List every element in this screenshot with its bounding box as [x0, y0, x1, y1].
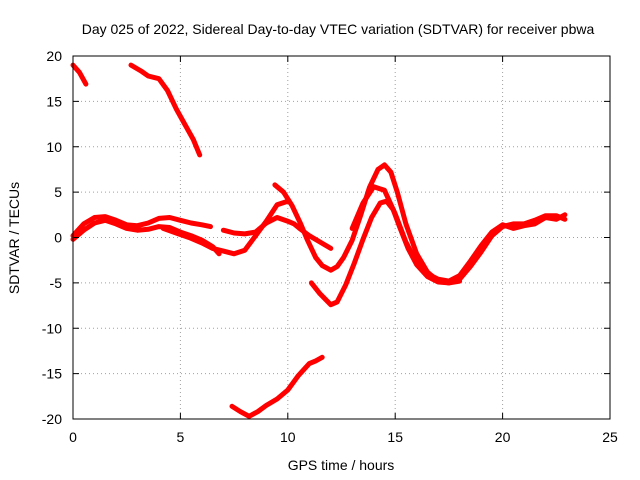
- y-tick-label: 0: [54, 230, 62, 246]
- series-arc-3: [70, 214, 213, 239]
- series-arc-7: [272, 162, 463, 286]
- x-tick-label: 25: [602, 429, 618, 445]
- x-axis-label: GPS time / hours: [288, 457, 395, 473]
- x-tick-labels: 0 5 10 15 20 25: [69, 429, 618, 445]
- x-tick-label: 20: [495, 429, 511, 445]
- y-axis-label: SDTVAR / TECUs: [6, 182, 22, 294]
- y-tick-label: -20: [42, 411, 62, 427]
- x-tick-label: 5: [177, 429, 185, 445]
- y-tick-label: 5: [54, 184, 62, 200]
- series-arc-10: [229, 354, 325, 419]
- y-tick-label: 20: [46, 48, 62, 64]
- axis-ticks: [72, 55, 611, 420]
- y-tick-label: -5: [50, 275, 63, 291]
- y-tick-label: 15: [46, 93, 62, 109]
- grid-lines: [73, 56, 610, 419]
- chart-title: Day 025 of 2022, Sidereal Day-to-day VTE…: [82, 21, 595, 37]
- x-tick-label: 15: [387, 429, 403, 445]
- y-tick-labels: -20 -15 -10 -5 0 5 10 15 20: [42, 48, 62, 427]
- y-tick-label: 10: [46, 139, 62, 155]
- series-arc-5: [160, 198, 291, 257]
- series-arc-1: [70, 62, 89, 87]
- x-tick-label: 0: [69, 429, 77, 445]
- x-tick-label: 10: [280, 429, 296, 445]
- series-layer: [70, 62, 568, 419]
- series-arc-6: [220, 215, 334, 251]
- y-tick-label: -10: [42, 320, 62, 336]
- series-arc-9: [349, 184, 568, 284]
- y-tick-label: -15: [42, 366, 62, 382]
- series-arc-8: [308, 198, 568, 308]
- series-arc-2: [128, 62, 203, 158]
